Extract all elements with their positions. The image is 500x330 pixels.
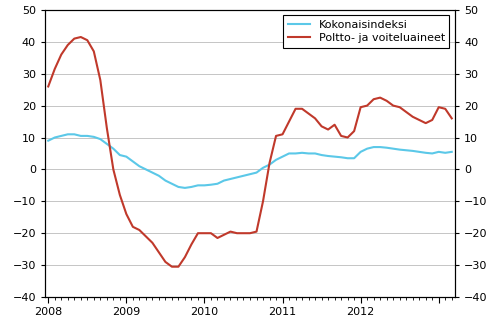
Poltto- ja voiteluaineet	[182, 255, 188, 259]
Poltto- ja voiteluaineet	[169, 265, 175, 269]
Kokonaisindeksi	[448, 150, 454, 154]
Poltto- ja voiteluaineet	[46, 84, 52, 88]
Kokonaisindeksi	[46, 139, 52, 143]
Line: Poltto- ja voiteluaineet: Poltto- ja voiteluaineet	[48, 37, 452, 267]
Poltto- ja voiteluaineet	[260, 199, 266, 203]
Kokonaisindeksi	[162, 179, 168, 182]
Poltto- ja voiteluaineet	[247, 231, 253, 235]
Kokonaisindeksi	[65, 132, 71, 136]
Kokonaisindeksi	[260, 166, 266, 170]
Poltto- ja voiteluaineet	[442, 107, 448, 111]
Poltto- ja voiteluaineet	[338, 134, 344, 138]
Kokonaisindeksi	[182, 186, 188, 190]
Kokonaisindeksi	[338, 155, 344, 159]
Line: Kokonaisindeksi: Kokonaisindeksi	[48, 134, 452, 188]
Kokonaisindeksi	[247, 172, 253, 176]
Poltto- ja voiteluaineet	[448, 116, 454, 120]
Poltto- ja voiteluaineet	[162, 260, 168, 264]
Kokonaisindeksi	[442, 151, 448, 155]
Kokonaisindeksi	[176, 185, 182, 189]
Poltto- ja voiteluaineet	[78, 35, 84, 39]
Legend: Kokonaisindeksi, Poltto- ja voiteluaineet: Kokonaisindeksi, Poltto- ja voiteluainee…	[283, 16, 450, 48]
